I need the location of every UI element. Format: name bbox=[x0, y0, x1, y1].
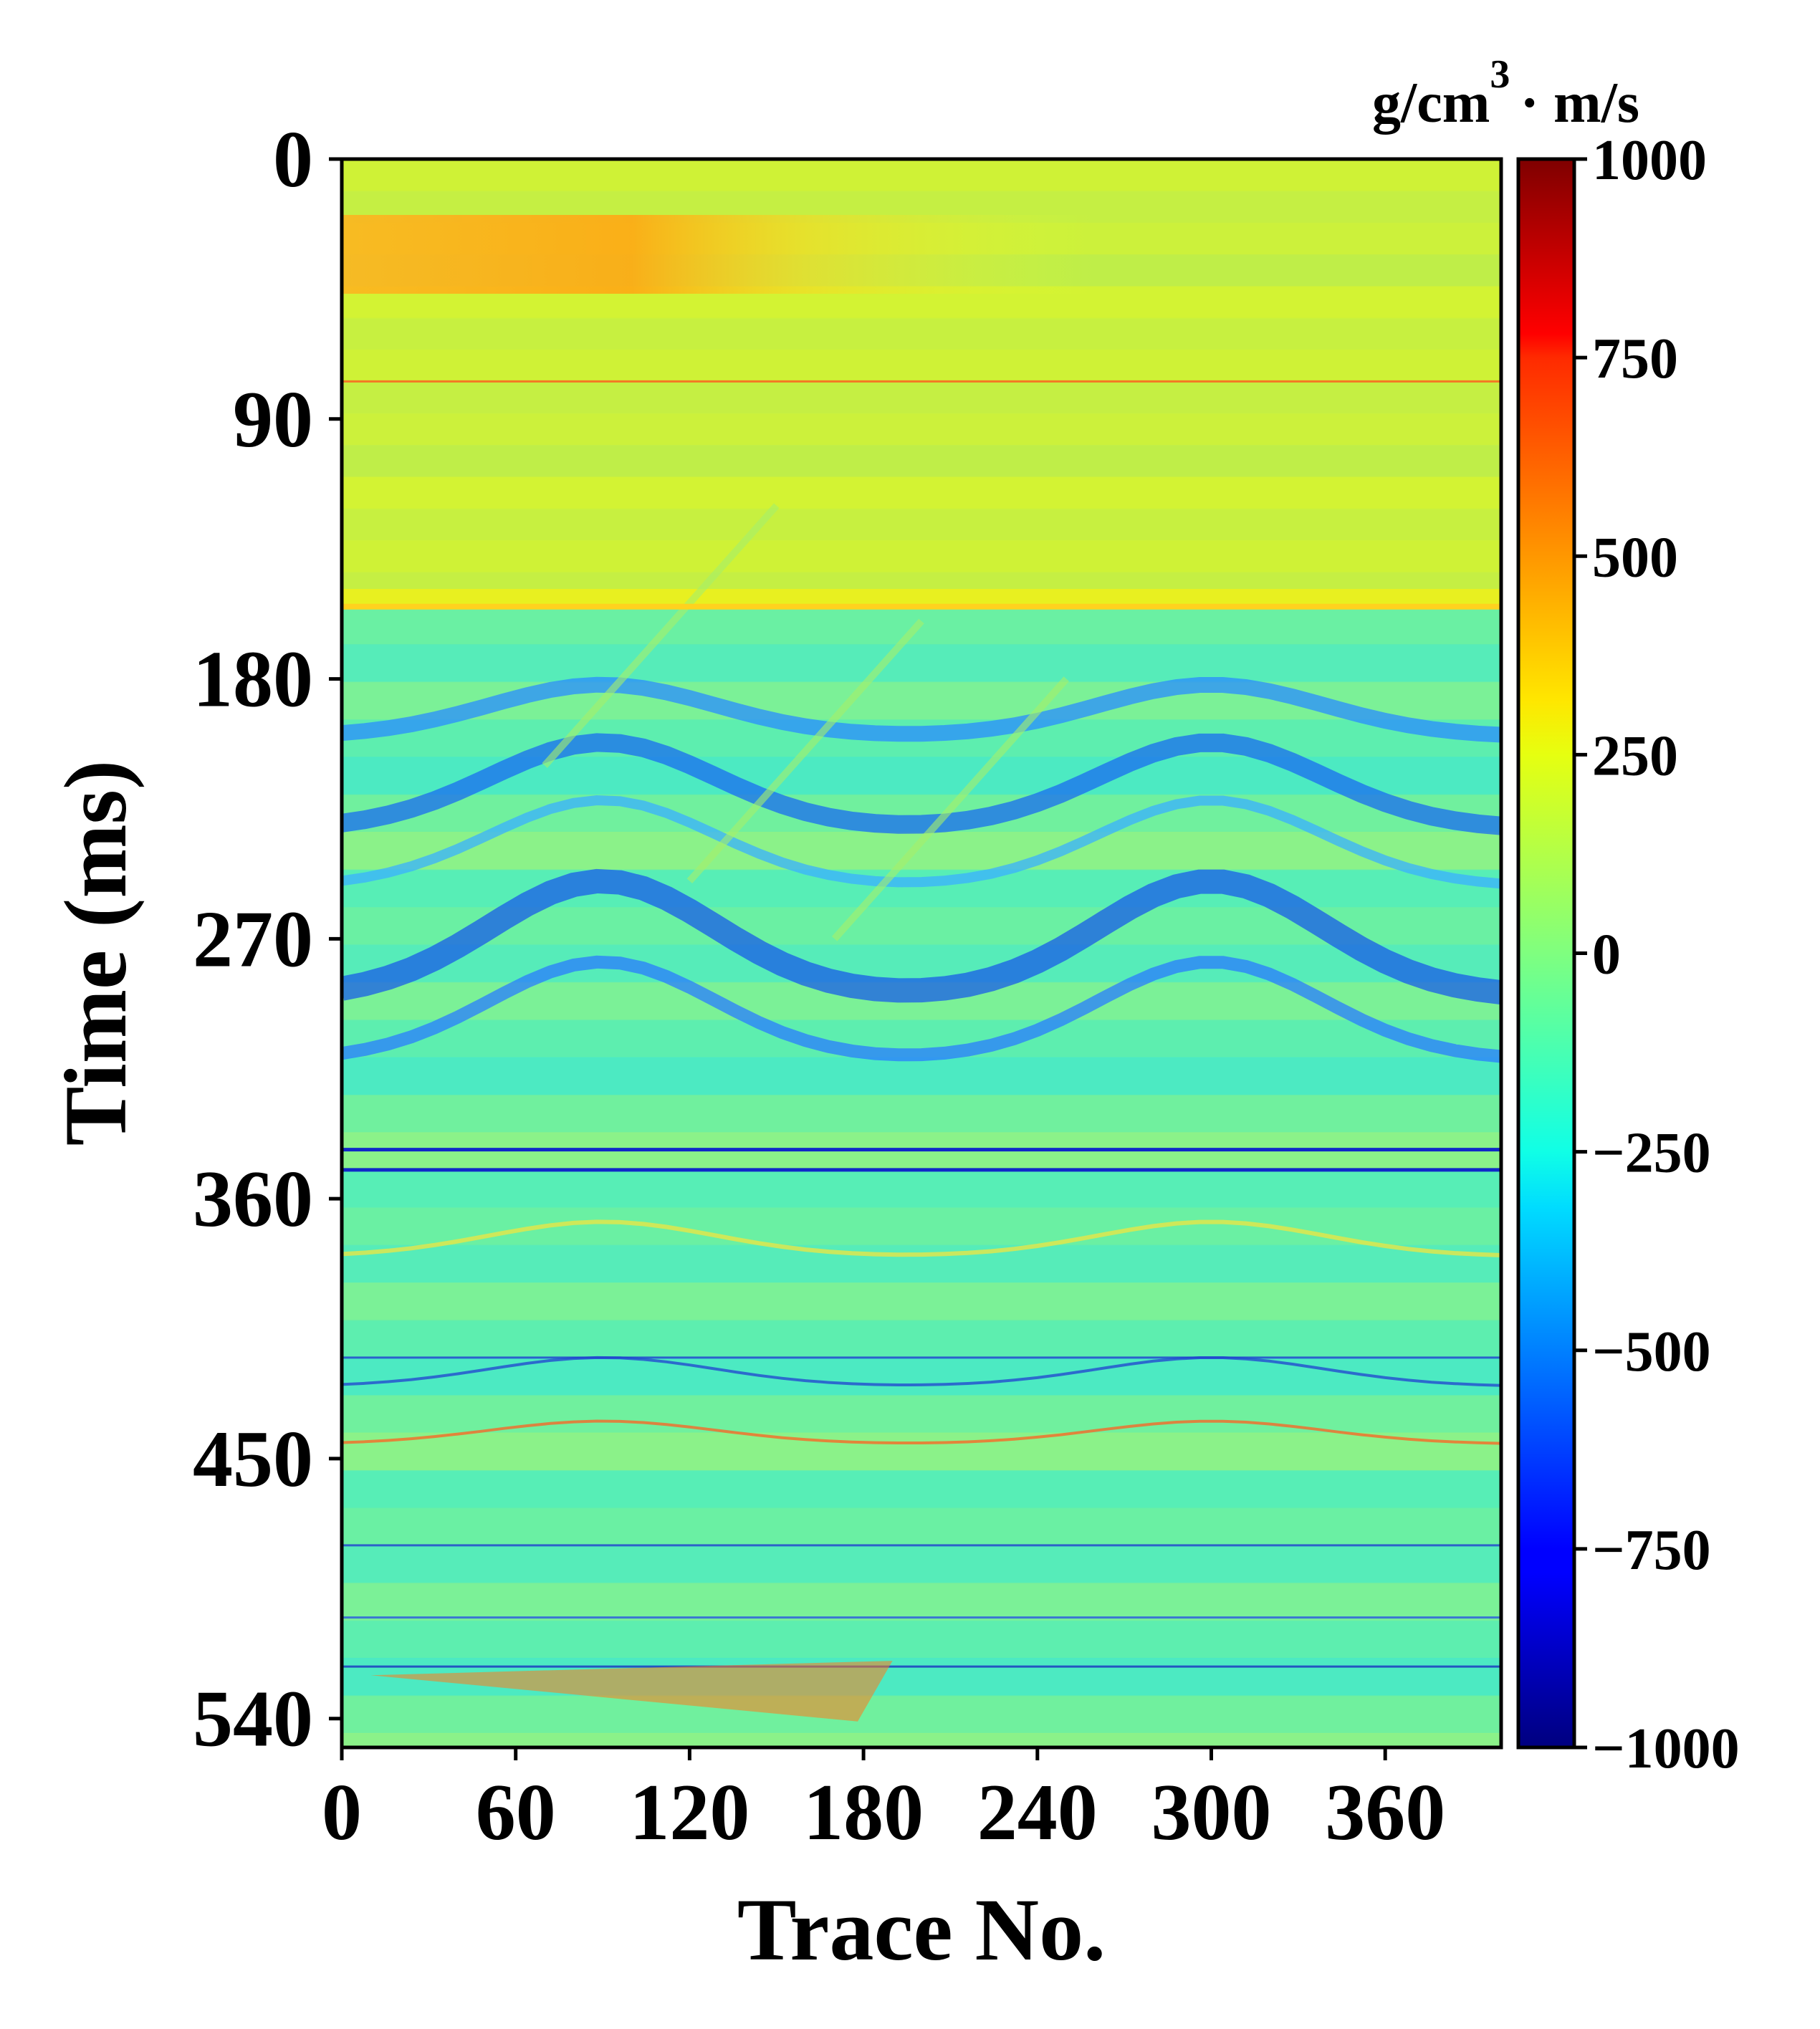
upper-band bbox=[342, 413, 1501, 446]
fold-layer bbox=[342, 1356, 1501, 1387]
lower-band bbox=[342, 1432, 1501, 1472]
y-tick-label: 270 bbox=[193, 895, 313, 984]
y-tick-label: 90 bbox=[233, 375, 313, 464]
x-tick-label: 180 bbox=[803, 1768, 924, 1857]
unit-sup: 3 bbox=[1490, 52, 1510, 97]
lower-band bbox=[342, 1545, 1501, 1584]
x-tick-label: 60 bbox=[476, 1768, 556, 1857]
fold-layer bbox=[342, 733, 1501, 835]
fault-line bbox=[831, 676, 1069, 941]
fold-layer bbox=[342, 1419, 1501, 1445]
lower-band bbox=[342, 1132, 1501, 1171]
colorbar-tick-label: −500 bbox=[1592, 1320, 1711, 1383]
fault-line bbox=[542, 503, 780, 768]
fold-layer bbox=[342, 676, 1501, 743]
lower-band bbox=[342, 644, 1501, 683]
x-tick-label: 240 bbox=[977, 1768, 1098, 1857]
colorbar-ticks: 1000 750 500 250 0 −250 −500 −750 −1000 bbox=[1574, 129, 1740, 1780]
x-axis-title: Trace No. bbox=[737, 1881, 1106, 1979]
lower-band bbox=[342, 1169, 1501, 1209]
colorbar-tick-label: 750 bbox=[1592, 327, 1678, 390]
colorbar-tick-label: 500 bbox=[1592, 526, 1678, 589]
x-tick-label: 0 bbox=[322, 1768, 362, 1857]
unit-main: g/cm bbox=[1372, 72, 1490, 135]
lower-band bbox=[342, 1320, 1501, 1358]
upper-band bbox=[342, 350, 1501, 383]
y-tick-label: 360 bbox=[193, 1155, 313, 1244]
x-tick-label: 120 bbox=[629, 1768, 749, 1857]
colorbar-tick-label: 0 bbox=[1592, 924, 1621, 987]
fold-layer bbox=[342, 795, 1501, 889]
colorbar bbox=[1516, 157, 1576, 1750]
fold-layer bbox=[342, 1219, 1501, 1257]
lower-band bbox=[342, 1583, 1501, 1621]
plot-frame bbox=[340, 157, 1503, 1750]
y-tick-label: 180 bbox=[193, 635, 313, 724]
lower-band bbox=[342, 1695, 1501, 1734]
x-axis: 0 60 120 180 240 300 360 bbox=[322, 1747, 1445, 1857]
lower-band bbox=[342, 1507, 1501, 1546]
y-tick-label: 0 bbox=[273, 115, 313, 204]
colorbar-tick-label: 250 bbox=[1592, 724, 1678, 787]
lower-band bbox=[342, 1282, 1501, 1321]
lower-band bbox=[342, 1470, 1501, 1509]
y-tick-label: 540 bbox=[193, 1675, 313, 1764]
x-tick-label: 300 bbox=[1151, 1768, 1272, 1857]
y-axis-title: Time (ms) bbox=[47, 760, 145, 1146]
colorbar-tick-label: −750 bbox=[1592, 1519, 1711, 1582]
unit-rest: · m/s bbox=[1520, 72, 1639, 135]
lower-band bbox=[342, 1732, 1501, 1747]
upper-band bbox=[342, 508, 1501, 542]
upper-band bbox=[342, 159, 1501, 192]
lower-band bbox=[342, 1244, 1501, 1284]
colorbar-tick-label: −250 bbox=[1592, 1122, 1711, 1185]
colorbar-tick-label: −1000 bbox=[1592, 1717, 1740, 1780]
colorbar-unit: g/cm3 · m/s bbox=[1372, 52, 1639, 135]
lower-band bbox=[342, 1207, 1501, 1246]
lower-band bbox=[342, 1620, 1501, 1659]
fault-line bbox=[686, 618, 924, 884]
red-wedge bbox=[370, 1661, 893, 1722]
y-tick-label: 450 bbox=[193, 1415, 313, 1504]
upper-band bbox=[342, 381, 1501, 414]
upper-band bbox=[342, 445, 1501, 478]
lower-band bbox=[342, 1095, 1501, 1133]
colorbar-tick-label: 1000 bbox=[1592, 129, 1707, 192]
upper-band bbox=[342, 476, 1501, 509]
y-axis: 0 90 180 270 360 450 540 bbox=[193, 115, 342, 1764]
fold-layer bbox=[342, 868, 1501, 1004]
lower-band bbox=[342, 944, 1501, 983]
fold-layer bbox=[342, 955, 1501, 1063]
upper-band bbox=[342, 317, 1501, 351]
lower-band bbox=[342, 1357, 1501, 1396]
lower-band bbox=[342, 1057, 1501, 1096]
heatmap-image bbox=[342, 159, 1501, 1747]
upper-band bbox=[342, 540, 1501, 573]
x-tick-label: 360 bbox=[1325, 1768, 1445, 1857]
